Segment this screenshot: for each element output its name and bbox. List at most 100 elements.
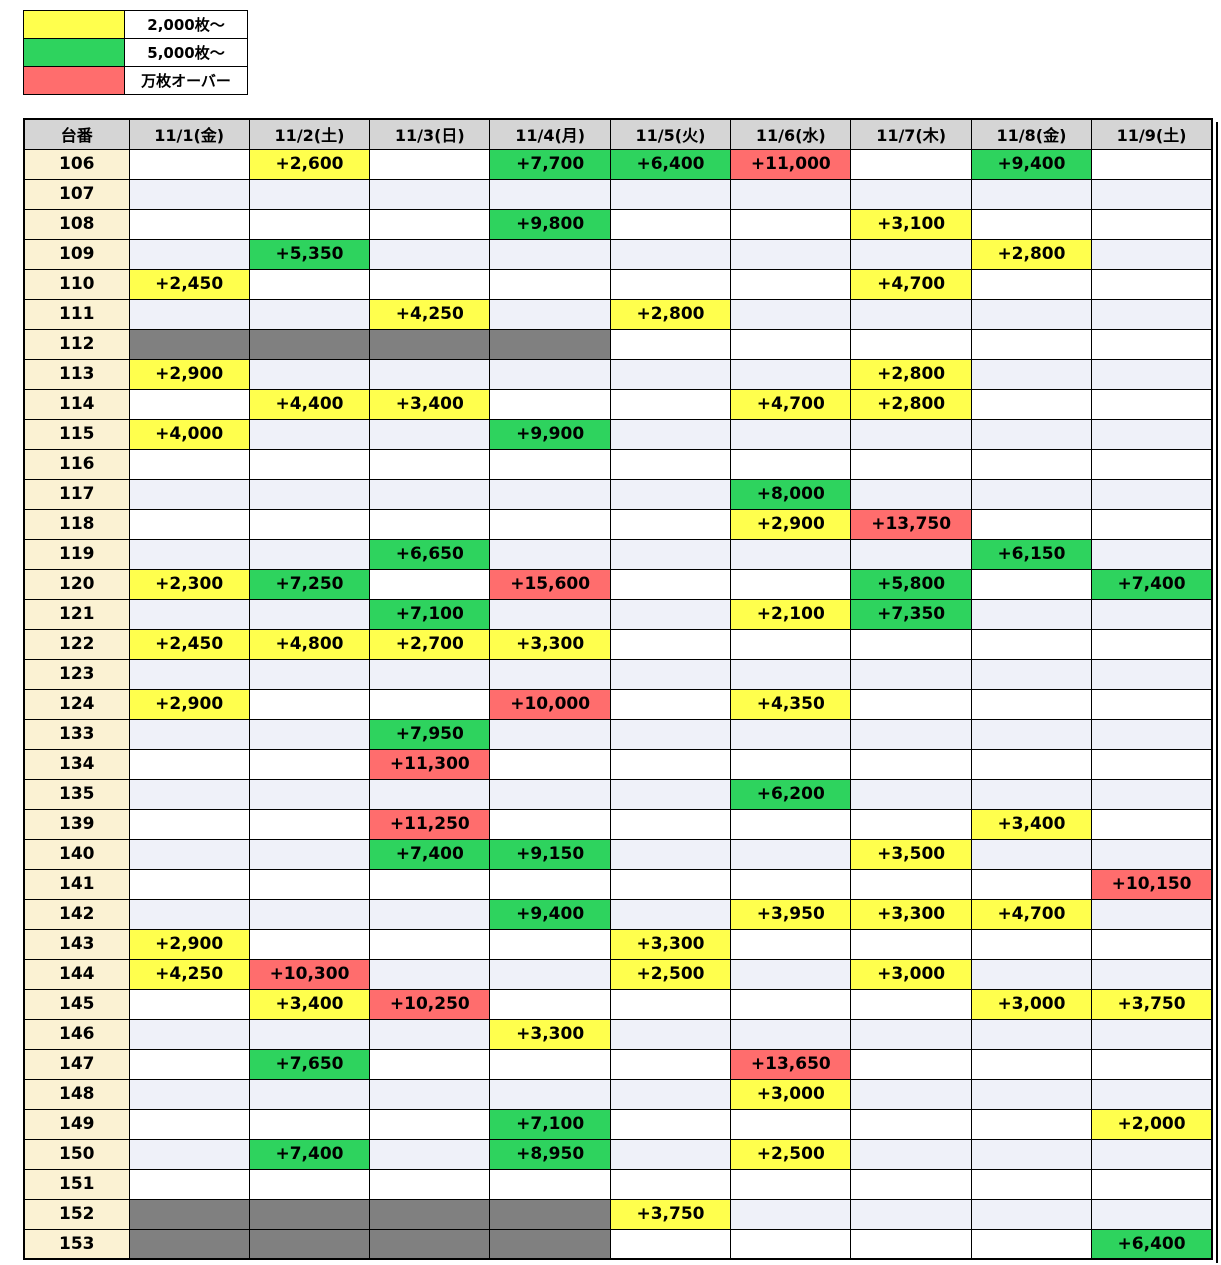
empty-cell (489, 1168, 611, 1200)
machine-number-cell: 114 (23, 388, 130, 420)
empty-cell (730, 1168, 852, 1200)
machine-number-cell: 110 (23, 268, 130, 300)
empty-cell (609, 778, 732, 810)
result-cell: +9,900 (489, 418, 611, 450)
result-cell: +2,900 (128, 688, 250, 720)
result-cell: +6,400 (609, 148, 732, 180)
date-header: 11/5(火) (609, 118, 732, 150)
closed-cell (489, 1198, 611, 1230)
empty-cell (609, 1018, 732, 1050)
table-edge-line (1216, 122, 1218, 1263)
empty-cell (248, 1078, 371, 1110)
empty-cell (850, 658, 972, 690)
legend-item: 万枚オーバー (24, 66, 247, 94)
table-row: 114 +4,400 +3,400 +4,700 +2,800 (23, 388, 1213, 420)
empty-cell (1091, 778, 1213, 810)
empty-cell (248, 298, 371, 330)
machine-number-cell: 117 (23, 478, 130, 510)
closed-cell (369, 1228, 491, 1260)
empty-cell (970, 748, 1093, 780)
empty-cell (489, 748, 611, 780)
empty-cell (248, 658, 371, 690)
result-cell: +10,300 (248, 958, 371, 990)
result-cell: +2,450 (128, 268, 250, 300)
empty-cell (970, 388, 1093, 420)
result-cell: +7,100 (489, 1108, 611, 1140)
empty-cell (128, 148, 250, 180)
result-cell: +7,250 (248, 568, 371, 600)
empty-cell (489, 868, 611, 900)
empty-cell (970, 1138, 1093, 1170)
empty-cell (1091, 718, 1213, 750)
empty-cell (248, 808, 371, 840)
empty-cell (730, 628, 852, 660)
empty-cell (609, 478, 732, 510)
table-row: 116 (23, 448, 1213, 480)
legend-item: 2,000枚～ (24, 11, 247, 38)
empty-cell (850, 748, 972, 780)
empty-cell (128, 718, 250, 750)
empty-cell (609, 898, 732, 930)
result-cell: +4,700 (730, 388, 852, 420)
table-row: 147 +7,650 +13,650 (23, 1048, 1213, 1080)
table-row: 122 +2,450 +4,800 +2,700 +3,300 (23, 628, 1213, 660)
table-row: 118 +2,900 +13,750 (23, 508, 1213, 540)
empty-cell (609, 388, 732, 420)
result-cell: +4,700 (970, 898, 1093, 930)
empty-cell (730, 1228, 852, 1260)
table-row: 139 +11,250 +3,400 (23, 808, 1213, 840)
table-row: 142 +9,400 +3,950 +3,300 +4,700 (23, 898, 1213, 930)
table-row: 108 +9,800 +3,100 (23, 208, 1213, 240)
table-row: 110 +2,450 +4,700 (23, 268, 1213, 300)
empty-cell (850, 1078, 972, 1110)
legend-label: 5,000枚～ (125, 39, 247, 66)
table-row: 148 +3,000 (23, 1078, 1213, 1110)
machine-number-cell: 111 (23, 298, 130, 330)
machine-number-cell: 141 (23, 868, 130, 900)
empty-cell (369, 928, 491, 960)
empty-cell (489, 778, 611, 810)
empty-cell (248, 1108, 371, 1140)
empty-cell (970, 1018, 1093, 1050)
table-row: 119 +6,650 +6,150 (23, 538, 1213, 570)
empty-cell (730, 838, 852, 870)
empty-cell (730, 808, 852, 840)
machine-number-cell: 115 (23, 418, 130, 450)
result-cell: +7,950 (369, 718, 491, 750)
empty-cell (128, 1018, 250, 1050)
empty-cell (609, 1228, 732, 1260)
machine-number-cell: 147 (23, 1048, 130, 1080)
empty-cell (1091, 148, 1213, 180)
empty-cell (128, 658, 250, 690)
table-row: 134 +11,300 (23, 748, 1213, 780)
empty-cell (369, 778, 491, 810)
result-cell: +9,400 (489, 898, 611, 930)
empty-cell (248, 1168, 371, 1200)
empty-cell (1091, 298, 1213, 330)
empty-cell (850, 1168, 972, 1200)
result-cell: +2,500 (609, 958, 732, 990)
empty-cell (369, 658, 491, 690)
legend-label: 万枚オーバー (125, 67, 247, 94)
empty-cell (609, 868, 732, 900)
empty-cell (489, 928, 611, 960)
empty-cell (1091, 928, 1213, 960)
empty-cell (369, 478, 491, 510)
empty-cell (970, 298, 1093, 330)
legend: 2,000枚～ 5,000枚～ 万枚オーバー (23, 10, 248, 95)
empty-cell (970, 268, 1093, 300)
empty-cell (609, 1168, 732, 1200)
empty-cell (609, 1078, 732, 1110)
table-row: 120 +2,300 +7,250 +15,600 +5,800 +7,400 (23, 568, 1213, 600)
machine-number-cell: 151 (23, 1168, 130, 1200)
empty-cell (128, 298, 250, 330)
date-header: 11/3(日) (369, 118, 491, 150)
empty-cell (248, 898, 371, 930)
empty-cell (1091, 208, 1213, 240)
closed-cell (489, 328, 611, 360)
empty-cell (609, 718, 732, 750)
empty-cell (369, 148, 491, 180)
table-row: 124 +2,900 +10,000 +4,350 (23, 688, 1213, 720)
empty-cell (850, 628, 972, 660)
empty-cell (489, 1078, 611, 1110)
